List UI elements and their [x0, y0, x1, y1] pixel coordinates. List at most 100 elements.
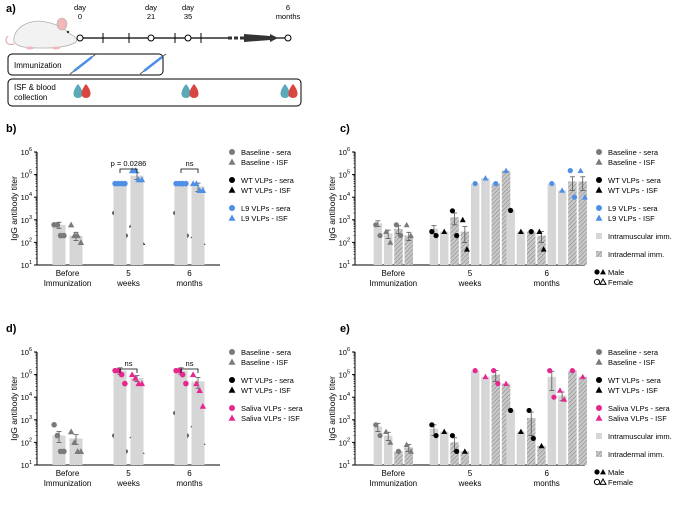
data-point	[118, 371, 125, 378]
data-point	[377, 232, 383, 239]
bar	[526, 418, 536, 465]
data-point	[74, 232, 81, 239]
y-tick-label: 106	[339, 147, 350, 157]
day-label: day 35	[182, 3, 194, 21]
bar	[578, 376, 587, 465]
drop-icons	[73, 84, 298, 98]
legend-marker	[596, 377, 602, 383]
data-point	[538, 442, 545, 449]
legend-label: WT VLPs - sera	[608, 376, 662, 385]
data-point	[67, 428, 75, 435]
data-point	[138, 176, 146, 183]
y-tick-label: 105	[21, 370, 32, 380]
y-tick-label: 106	[21, 147, 32, 157]
panel-a-label: a)	[6, 3, 16, 15]
y-tick-label: 103	[339, 215, 350, 225]
data-point	[373, 422, 379, 428]
data-point	[189, 371, 197, 378]
data-point	[407, 232, 414, 238]
legend-label: WT VLPs - ISF	[241, 386, 291, 395]
significance-label: p = 0.0286	[111, 159, 147, 168]
legend-label: Saliva VLPs - sera	[241, 404, 304, 413]
bar	[578, 181, 587, 265]
data-point	[441, 228, 448, 235]
y-tick-label: 105	[339, 370, 350, 380]
data-point	[403, 441, 410, 447]
y-tick-label: 106	[21, 347, 32, 357]
legend-marker	[596, 233, 602, 239]
bar	[506, 410, 515, 465]
data-point	[495, 380, 501, 387]
data-point	[493, 180, 499, 187]
day-label: day 0	[74, 3, 86, 21]
data-point	[61, 448, 67, 455]
legend-marker	[599, 477, 607, 485]
panel-label: d)	[6, 323, 17, 335]
legend-marker	[596, 405, 602, 411]
legend-label: Baseline - ISF	[241, 158, 289, 167]
data-point	[77, 448, 85, 454]
y-tick-label: 103	[21, 415, 32, 425]
legend-marker	[596, 451, 602, 457]
bar	[113, 370, 127, 465]
x-group-label: 5 weeks	[116, 269, 140, 288]
legend-marker	[593, 478, 601, 486]
data-point	[526, 407, 532, 414]
legend-marker	[595, 386, 603, 393]
data-point	[199, 402, 207, 409]
legend-label: Baseline - sera	[608, 348, 659, 357]
syringe-icon	[139, 53, 167, 75]
bar	[547, 183, 557, 265]
data-point	[51, 422, 57, 428]
bar	[174, 370, 188, 465]
collection-label-text: ISF & blood collection	[14, 83, 56, 102]
day-label: 6 months	[276, 3, 301, 21]
data-point	[567, 168, 573, 174]
bar	[404, 235, 414, 265]
x-group-label: 6 months	[176, 469, 202, 488]
data-point	[441, 428, 448, 435]
data-point	[540, 246, 547, 252]
legend-marker	[593, 278, 601, 286]
data-point	[581, 194, 588, 200]
data-point	[407, 448, 414, 454]
timepoint-day35-icon	[184, 34, 192, 42]
bar	[537, 445, 546, 465]
data-point	[193, 180, 200, 187]
legend-label: Male	[608, 268, 624, 277]
x-group-label: Before Immunization	[44, 269, 92, 288]
data-point	[491, 368, 497, 374]
timepoint-day21-icon	[147, 34, 155, 42]
chart-panel-c: c) 101 102 103 104 105 106 IgG antibody titer Be…	[327, 123, 672, 288]
data-point	[395, 448, 402, 454]
y-tick-label: 104	[21, 392, 32, 402]
timeline	[76, 33, 292, 43]
data-point	[196, 387, 203, 393]
immunization-box	[7, 53, 164, 76]
data-point	[71, 439, 78, 445]
data-point	[183, 380, 189, 387]
bar	[547, 376, 557, 465]
bar	[394, 228, 403, 265]
bar	[113, 183, 127, 265]
timepoint-6months-icon	[284, 34, 292, 42]
data-point	[508, 207, 514, 214]
data-point	[551, 394, 557, 400]
bar	[491, 374, 500, 465]
panel-label: c)	[340, 123, 350, 135]
data-point	[193, 380, 200, 387]
y-tick-label: 105	[21, 170, 32, 180]
legend-label: Baseline - ISF	[608, 158, 656, 167]
legend-label: Intradermal imm.	[608, 250, 664, 259]
data-point	[530, 435, 536, 442]
legend-label: Female	[608, 278, 633, 287]
panel-label: b)	[6, 123, 17, 135]
panel-a: a) day 0 day 21 day 35	[5, 3, 302, 107]
data-point	[503, 167, 510, 174]
bar	[460, 451, 470, 465]
x-group-label: 6 months	[534, 469, 560, 488]
data-point	[449, 208, 456, 214]
legend-label: Female	[608, 478, 633, 487]
data-point	[569, 368, 576, 374]
